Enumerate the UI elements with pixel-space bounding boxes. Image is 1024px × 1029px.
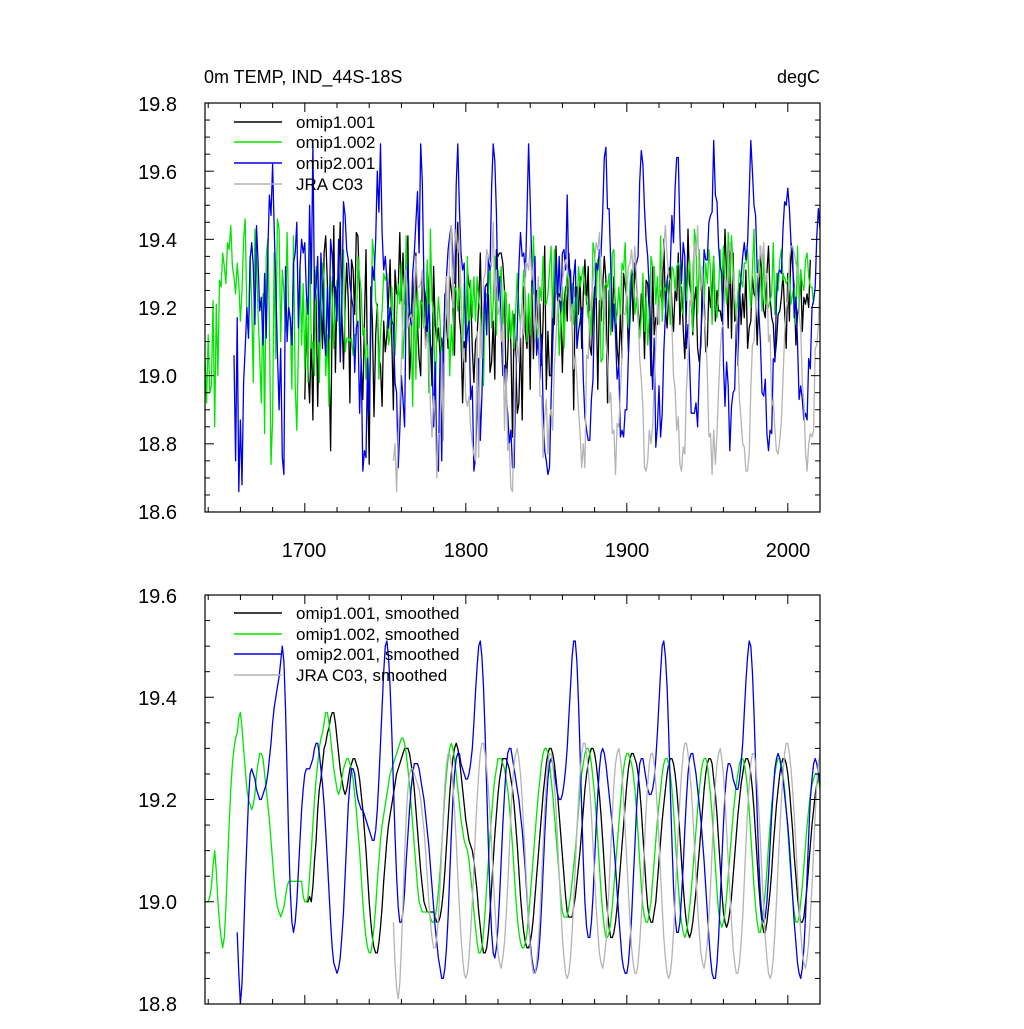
bottom-panel: 18.8 19.0 19.2 19.4 19.6 omip1.001, smoo…	[138, 586, 821, 1016]
top-ytick-label: 19.0	[138, 366, 177, 388]
series-line-omip1-002	[205, 218, 815, 465]
series-line-omip1-002-smoothed	[205, 711, 820, 954]
legend-item: omip1.001	[234, 113, 375, 132]
legend-item: omip1.002	[234, 133, 375, 152]
series-line-jra-c03	[392, 221, 820, 493]
xtick-label-2000: 2000	[766, 540, 811, 562]
legend-item: JRA C03, smoothed	[234, 666, 447, 685]
legend-item: JRA C03	[234, 175, 363, 194]
series-line-jra-c03-smoothed	[392, 742, 820, 1000]
xtick-label-1800: 1800	[444, 540, 489, 562]
top-panel-y-labels: 18.6 18.8 19.0 19.2 19.4 19.6 19.8	[138, 94, 177, 524]
top-panel-x-labels: 1700 1800 1900 2000	[282, 540, 811, 562]
series-line-omip2-001-smoothed	[236, 640, 820, 1004]
legend-label: omip1.002	[296, 133, 375, 152]
top-ytick-label: 19.4	[138, 230, 177, 252]
xtick-label-1700: 1700	[282, 540, 327, 562]
top-panel-ticks	[205, 102, 821, 513]
legend-item: omip1.001, smoothed	[234, 604, 460, 623]
series-line-omip2-001	[233, 139, 820, 493]
bottom-panel-legend: omip1.001, smoothed omip1.002, smoothed …	[234, 604, 460, 685]
top-panel-units: degC	[777, 67, 820, 87]
top-panel-legend: omip1.001 omip1.002 omip2.001 JRA C03	[234, 113, 375, 194]
legend-label: omip1.001, smoothed	[296, 604, 460, 623]
top-ytick-label: 19.6	[138, 162, 177, 184]
top-panel-title: 0m TEMP, IND_44S-18S	[204, 67, 402, 88]
legend-label: omip1.002, smoothed	[296, 625, 460, 644]
bottom-panel-frame	[204, 594, 821, 1005]
legend-label: omip1.001	[296, 113, 375, 132]
top-ytick-label: 18.6	[138, 502, 177, 524]
top-panel: 0m TEMP, IND_44S-18S degC 18.6 18.8 19.0…	[138, 67, 821, 562]
top-ytick-label: 19.2	[138, 298, 177, 320]
legend-item: omip2.001	[234, 154, 375, 173]
xtick-label-1900: 1900	[605, 540, 650, 562]
top-panel-series	[205, 139, 820, 493]
bottom-panel-series	[205, 640, 820, 1004]
legend-item: omip1.002, smoothed	[234, 625, 460, 644]
top-ytick-label: 18.8	[138, 434, 177, 456]
bottom-ytick-label: 19.2	[138, 790, 177, 812]
legend-label: JRA C03, smoothed	[296, 666, 447, 685]
bottom-ytick-label: 19.0	[138, 892, 177, 914]
legend-label: omip2.001	[296, 154, 375, 173]
top-panel-frame	[204, 102, 821, 513]
bottom-ytick-label: 19.4	[138, 688, 177, 710]
legend-label: omip2.001, smoothed	[296, 645, 460, 664]
top-ytick-label: 19.8	[138, 94, 177, 116]
bottom-ytick-label: 19.6	[138, 586, 177, 608]
legend-label: JRA C03	[296, 175, 363, 194]
bottom-ytick-label: 18.8	[138, 994, 177, 1016]
bottom-panel-y-labels: 18.8 19.0 19.2 19.4 19.6	[138, 586, 177, 1016]
legend-item: omip2.001, smoothed	[234, 645, 460, 664]
